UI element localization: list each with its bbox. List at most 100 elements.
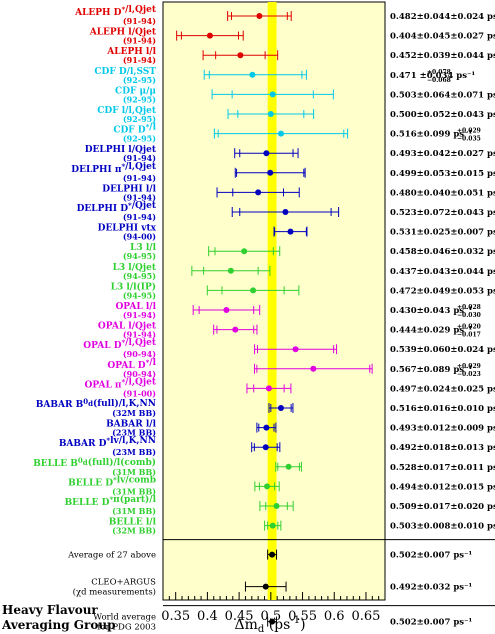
- measurement-result: 0.444±0.029 ps⁻¹: [390, 326, 473, 336]
- measurement-result: 0.494±0.012±0.015 ps⁻¹: [390, 482, 495, 492]
- measurement-row: ALEPH D*/l,Qjet(91-94) 0.482±0.044±0.024 …: [74, 5, 495, 26]
- measurement-result: 0.499±0.053±0.015 ps⁻¹: [390, 169, 495, 179]
- data-point: [256, 13, 263, 19]
- footer-label-line2: Averaging Group: [1, 618, 115, 632]
- measurement-label: L3 l/l: [130, 243, 156, 253]
- measurement-label: OPAL D*/l,Qjet: [83, 338, 157, 351]
- measurement-period: (90-94): [123, 349, 156, 359]
- measurement-period: (32M BB): [112, 408, 156, 418]
- measurement-row: ALEPH l/Qjet(91-94) 0.404±0.045±0.027 ps⁻…: [89, 28, 495, 46]
- measurement-result: 0.437±0.043±0.044 ps⁻¹: [390, 267, 495, 277]
- syst-error-up: +0.029: [457, 363, 481, 370]
- measurement-period: (31M BB): [112, 486, 156, 496]
- average-row: Average of 27 above 0.502±0.007 ps⁻¹: [67, 549, 473, 561]
- measurement-row: DELPHI l/l(91-94) 0.480±0.040±0.051 ps⁻¹: [102, 184, 495, 202]
- measurement-result: 0.500±0.052±0.043 ps⁻¹: [390, 110, 495, 120]
- data-point: [237, 52, 244, 59]
- measurement-period: (94-00): [123, 232, 156, 242]
- data-point: [269, 522, 276, 529]
- average-label: CLEO+ARGUS: [91, 578, 156, 588]
- average-result: 0.502±0.007 ps⁻¹: [390, 551, 473, 561]
- x-tick-label: 0.65: [351, 609, 380, 624]
- data-point: [223, 307, 230, 313]
- data-point: [264, 483, 271, 490]
- measurement-row: L3 l/l(94-95) 0.458±0.046±0.032 ps⁻¹: [123, 243, 495, 261]
- measurement-row: DELPHI D*/Qjet(91-94) 0.523±0.072±0.043 p…: [77, 201, 495, 222]
- syst-error-down: −0.035: [457, 136, 481, 143]
- measurement-label: CDF D*/l: [113, 123, 156, 136]
- measurement-period: (91-94): [123, 310, 156, 320]
- measurement-result: 0.509±0.017±0.020 ps⁻¹: [390, 502, 495, 512]
- measurement-label: BELLE D*lv/comb: [68, 475, 156, 488]
- measurement-result: 0.452±0.039±0.044 ps⁻¹: [390, 51, 495, 61]
- data-point: [232, 326, 239, 333]
- data-point: [255, 189, 262, 196]
- measurement-period: (91-94): [123, 16, 156, 26]
- measurement-result: 0.523±0.072±0.043 ps⁻¹: [390, 208, 495, 218]
- measurement-label: BABAR l/l: [106, 420, 156, 430]
- measurement-label: DELPHI π*/l,Qjet: [71, 162, 157, 175]
- measurement-label: DELPHI D*/Qjet: [77, 201, 157, 214]
- measurement-row: BABAR D*lv/l,K,NN(23M BB) 0.492±0.018±0.0…: [59, 436, 495, 457]
- measurement-label: OPAL l/l: [115, 302, 156, 312]
- syst-error-up: +0.029: [457, 128, 481, 135]
- syst-error-down: −0.017: [457, 332, 481, 339]
- measurement-row: DELPHI vtx(94-00) 0.531±0.025±0.007 ps⁻¹: [98, 224, 495, 242]
- syst-error-up: +0.028: [457, 304, 481, 311]
- data-point: [250, 287, 257, 294]
- measurement-period: (90-94): [123, 369, 156, 379]
- measurement-label: BABAR B0d(full)/l,K,NN: [36, 397, 156, 410]
- measurement-period: (91-94): [123, 153, 156, 163]
- measurement-period: (94-95): [123, 271, 156, 281]
- stat-error-up: +0.078: [427, 69, 451, 76]
- measurement-label: DELPHI l/Qjet: [85, 145, 157, 155]
- measurement-label: ALEPH l/Qjet: [89, 28, 157, 38]
- syst-error-up: +0.020: [457, 324, 481, 331]
- x-axis: 0.35 0.4 0.45 0.5 0.55 0.6 0.65: [161, 592, 386, 624]
- x-axis-label: Δmd (ps-1): [234, 615, 305, 634]
- measurement-result: 0.531±0.025±0.007 ps⁻¹: [390, 228, 495, 238]
- measurement-row: BELLE B0d(full)/l(comb)(31M BB) 0.528±0.0…: [33, 456, 495, 477]
- measurement-row: OPAL D*/l,Qjet(90-94) 0.539±0.060±0.024 p…: [83, 338, 495, 359]
- stat-error-down: −0.068: [427, 77, 451, 84]
- data-point: [267, 111, 274, 117]
- average-label: World average: [93, 613, 156, 623]
- data-point: [269, 551, 276, 558]
- data-point: [287, 228, 294, 235]
- world-average-band: [267, 2, 277, 600]
- measurement-label: CDF D/l,SST: [94, 67, 156, 77]
- measurement-label: L3 l/l(IP): [111, 281, 156, 292]
- measurement-row: BELLE D*π(part)/l(31M BB) 0.509±0.017±0.0…: [65, 494, 495, 516]
- data-point: [277, 130, 284, 137]
- measurement-row: OPAL l/Qjet(91-94) 0.444±0.029 ps⁻¹+0.020…: [98, 322, 481, 340]
- measurement-result: 0.492±0.018±0.013 ps⁻¹: [390, 443, 495, 453]
- measurement-label: CDF l/l,Qjet: [97, 106, 157, 116]
- data-point: [206, 32, 213, 39]
- measurement-result: 0.404±0.045±0.027 ps⁻¹: [390, 32, 495, 42]
- measurement-row: OPAL l/l(91-94) 0.430±0.043 ps⁻¹+0.028−0.…: [115, 302, 480, 320]
- measurement-label: BELLE B0d(full)/l(comb): [33, 456, 156, 469]
- measurement-period: (31M BB): [112, 467, 156, 477]
- measurement-row: BABAR B0d(full)/l,K,NN(32M BB) 0.516±0.01…: [36, 397, 495, 418]
- measurement-label: BELLE l/l: [109, 518, 157, 528]
- data-point: [227, 267, 234, 274]
- measurement-label: OPAL l/Qjet: [98, 322, 157, 332]
- measurement-period: (92-95): [123, 94, 156, 104]
- x-tick-label: 0.4: [197, 609, 218, 624]
- average-label-2: for PDG 2003: [97, 623, 156, 633]
- measurement-label: ALEPH D*/l,Qjet: [74, 5, 157, 18]
- average-result: 0.492±0.032 ps⁻¹: [390, 583, 473, 593]
- measurement-row: L3 l/l(IP)(94-95) 0.472±0.049±0.053 ps⁻¹: [111, 281, 495, 300]
- measurement-period: (32M BB): [112, 526, 156, 536]
- measurement-period: (92-95): [123, 75, 156, 85]
- measurement-label: L3 l/Qjet: [113, 263, 157, 273]
- measurement-row: OPAL π*/l,Qjet(91-00) 0.497±0.024±0.025 p…: [85, 377, 495, 398]
- measurement-label: ALEPH l/l: [106, 47, 156, 57]
- measurement-row: CDF l/l,Qjet(92-95) 0.500±0.052±0.043 ps⁻…: [97, 106, 495, 124]
- measurement-period: (91-94): [123, 192, 156, 202]
- average-label: Average of 27 above: [67, 551, 156, 561]
- measurement-period: (91-94): [123, 330, 156, 340]
- measurement-period: (94-95): [123, 251, 156, 261]
- x-tick-label: 0.45: [225, 609, 254, 624]
- measurement-result: 0.539±0.060±0.024 ps⁻¹: [390, 345, 495, 355]
